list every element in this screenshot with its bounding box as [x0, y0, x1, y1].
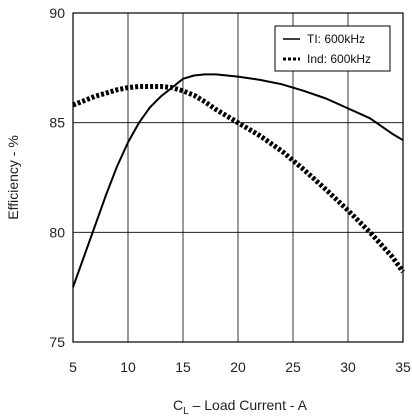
x-axis-label: CL – Load Current - A	[173, 397, 308, 417]
x-tick-label: 25	[285, 359, 301, 375]
y-axis-label: Efficiency - %	[5, 135, 21, 220]
x-tick-label: 10	[120, 359, 136, 375]
y-tick-labels: 75 80 85 90	[49, 5, 65, 350]
series-line-ind	[72, 84, 406, 274]
y-tick-label: 80	[49, 224, 65, 240]
plot-frame	[72, 12, 404, 343]
legend-label-ind: Ind: 600kHz	[307, 52, 371, 66]
x-tick-label: 30	[340, 359, 356, 375]
y-tick-label: 85	[49, 115, 65, 131]
x-tick-labels: 5 10 15 20 25 30 35	[69, 359, 411, 375]
legend-box	[274, 25, 391, 72]
x-tick-label: 20	[230, 359, 246, 375]
x-axis-label-rest: – Load Current - A	[189, 397, 308, 413]
legend: TI: 600kHz Ind: 600kHz	[274, 25, 391, 72]
y-tick-label: 75	[49, 334, 65, 350]
y-tick-label: 90	[49, 5, 65, 21]
x-tick-label: 5	[69, 359, 77, 375]
x-axis-label-sub: L	[183, 406, 189, 417]
x-axis-label-main: C	[173, 397, 183, 413]
x-tick-label: 35	[395, 359, 411, 375]
legend-label-ti: TI: 600kHz	[307, 32, 365, 46]
x-tick-label: 15	[175, 359, 191, 375]
series-line-ti	[72, 73, 404, 288]
series-layer	[72, 73, 406, 288]
